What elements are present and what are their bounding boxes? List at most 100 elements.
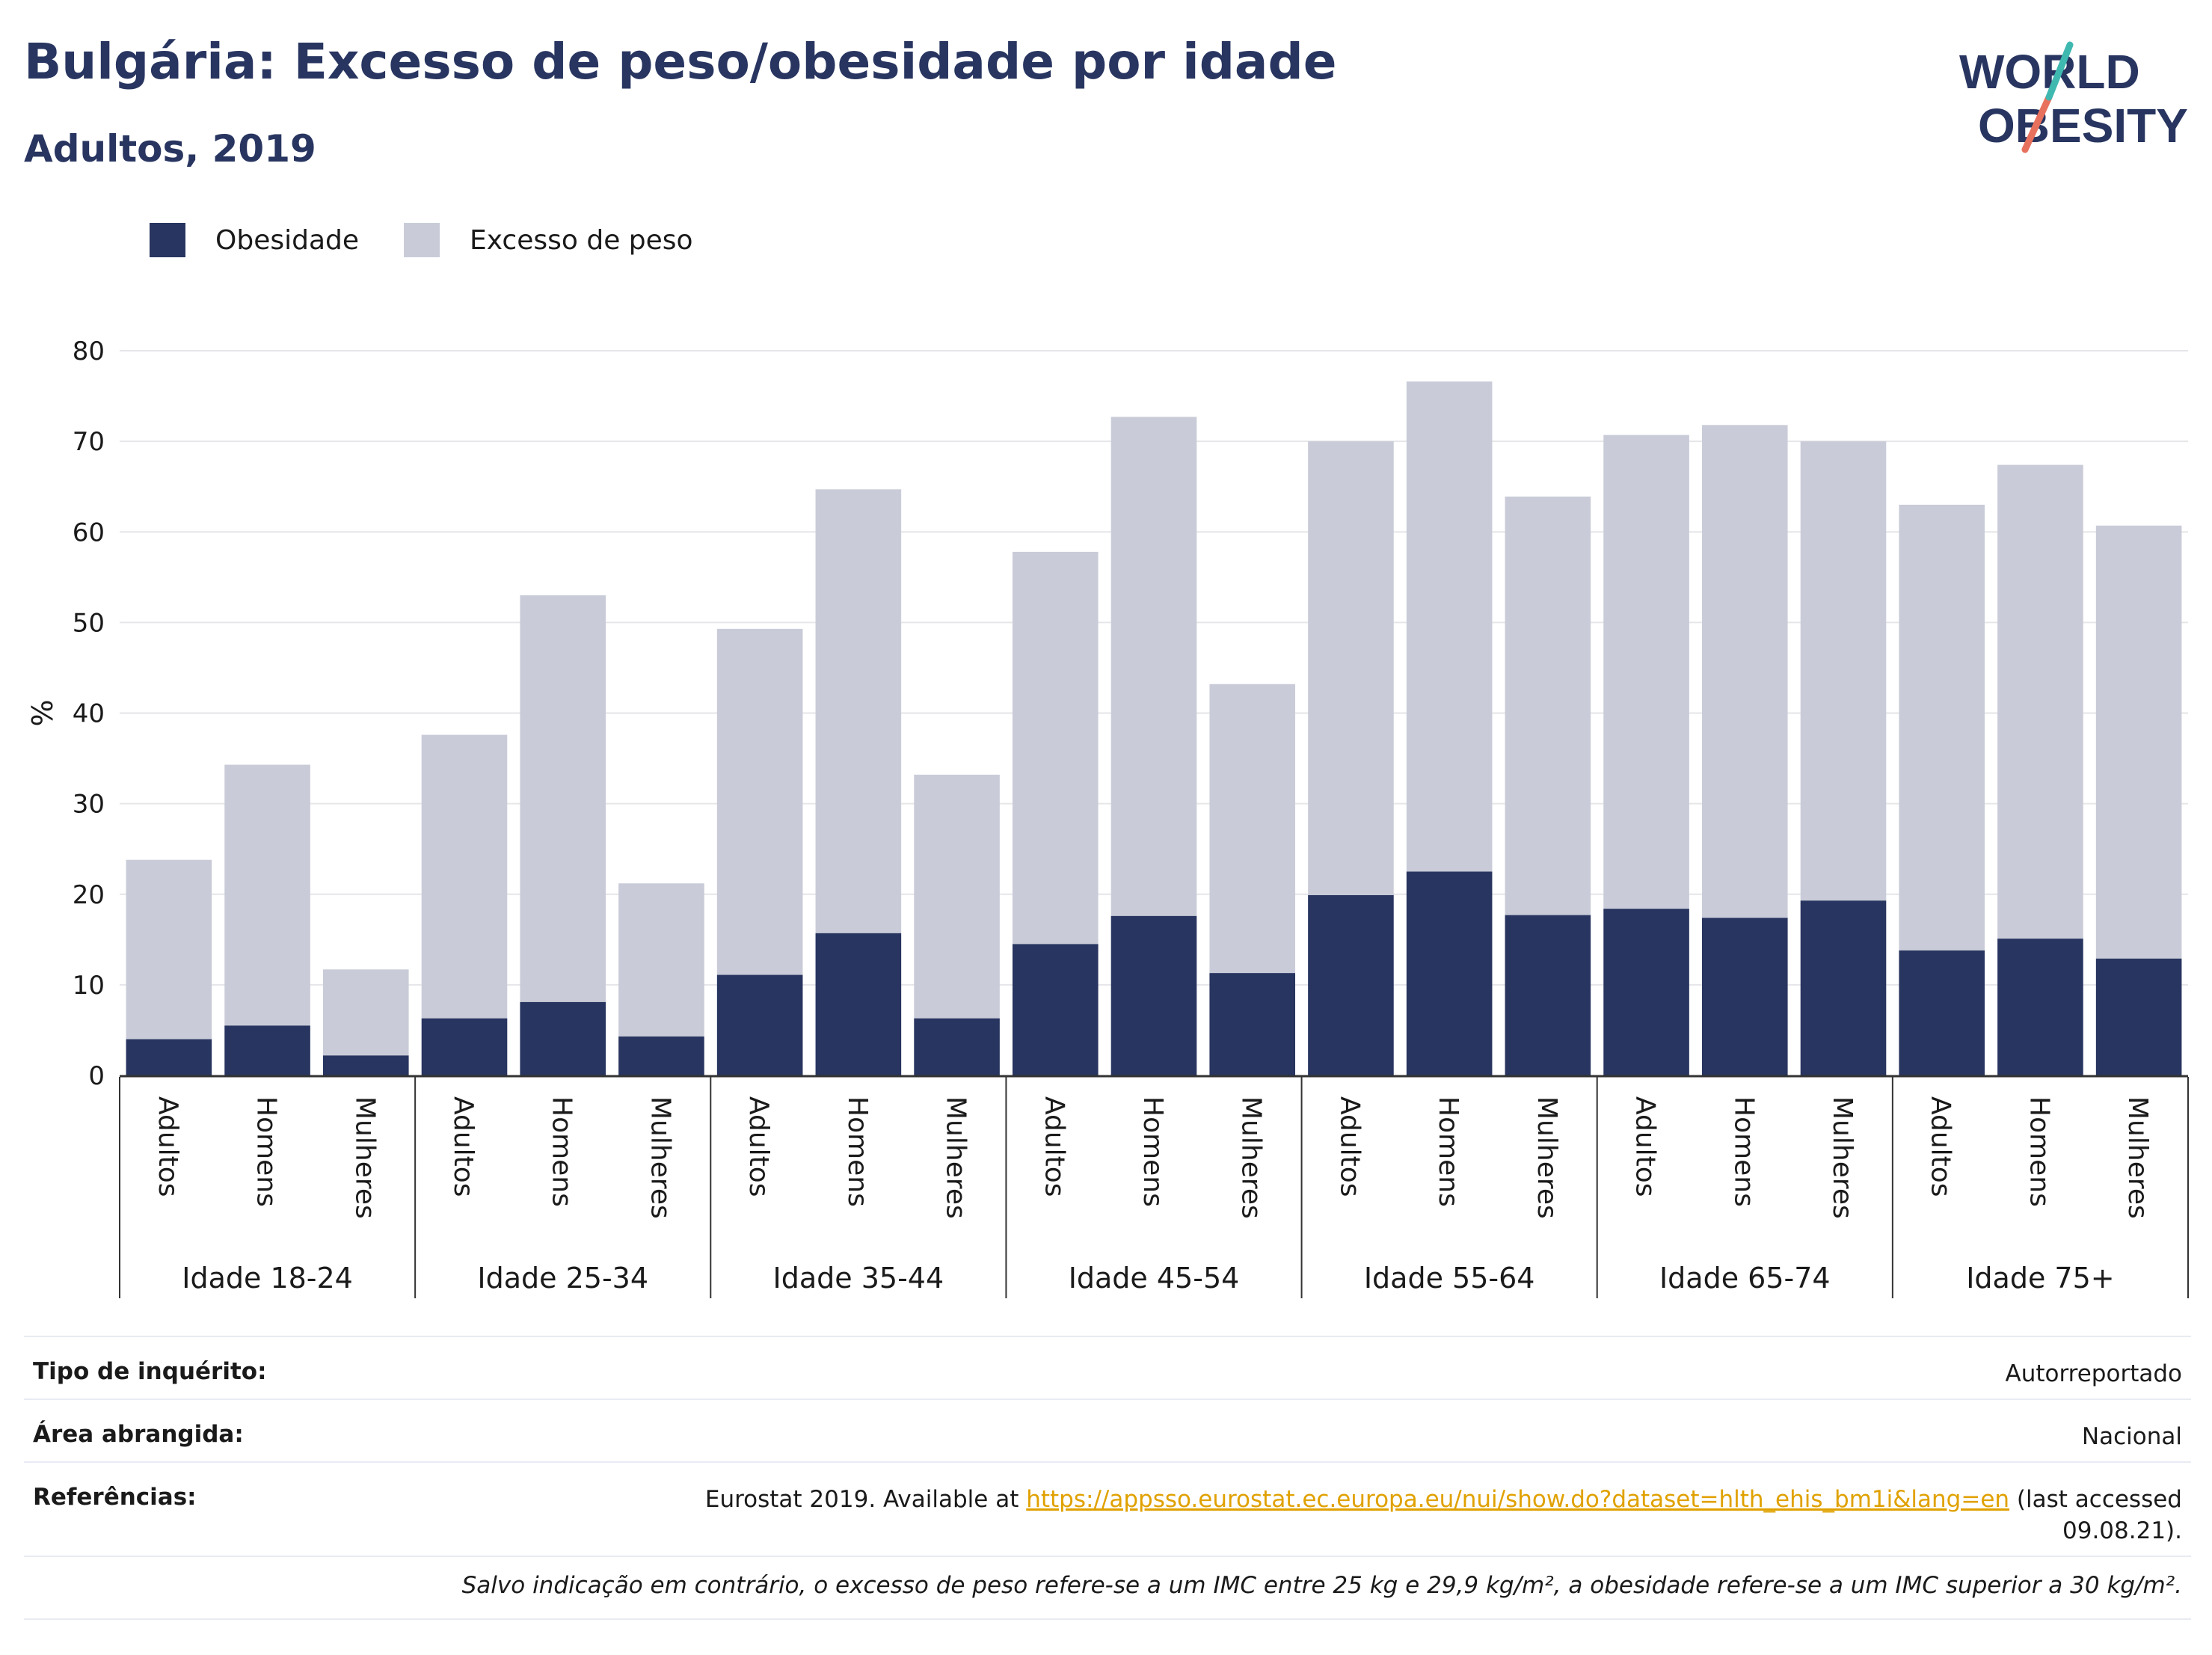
x-subcategory-label: Mulheres	[645, 1096, 675, 1219]
x-subcategory-label: Adultos	[1926, 1096, 1956, 1197]
legend-item-obesidade: Obesidade	[150, 223, 359, 257]
footnote: Salvo indicação em contrário, o excesso …	[461, 1572, 2182, 1599]
bar-obesidade	[224, 1025, 310, 1075]
x-group-label: Idade 65-74	[1659, 1262, 1831, 1295]
legend-item-excesso: Excesso de peso	[404, 223, 693, 257]
x-group-label: Idade 35-44	[773, 1262, 944, 1295]
bar-excesso-de-peso	[1997, 464, 2083, 939]
references-value: Eurostat 2019. Available at https://apps…	[705, 1463, 2182, 1556]
bar-obesidade	[1899, 950, 1985, 1075]
legend-label-obesidade: Obesidade	[215, 224, 360, 256]
y-tick-label: 80	[73, 337, 105, 366]
x-subcategory-label: Homens	[1137, 1096, 1168, 1207]
x-subcategory-label: Homens	[842, 1096, 873, 1207]
bar-excesso-de-peso	[1110, 417, 1197, 916]
chart-title: Bulgária: Excesso de peso/obesidade por …	[24, 33, 1337, 90]
bar-excesso-de-peso	[520, 595, 606, 1002]
info-row-references: Referências: Eurostat 2019. Available at…	[24, 1461, 2191, 1556]
legend-swatch-obesidade	[150, 223, 185, 257]
bar-excesso-de-peso	[815, 489, 902, 933]
legend-label-excesso: Excesso de peso	[470, 224, 693, 256]
bar-obesidade	[421, 1018, 508, 1075]
bar-chart: 0 10 20 30 40 50 60 70 80% Adultos Homens Mulheres A…	[26, 337, 2189, 1298]
area-label: Área abrangida:	[33, 1421, 244, 1448]
bar-obesidade	[716, 974, 803, 1075]
x-subcategory-label: Homens	[251, 1096, 282, 1207]
bar-excesso-de-peso	[1505, 497, 1591, 915]
y-tick-label: 50	[73, 608, 105, 638]
x-subcategory-label: Mulheres	[1236, 1096, 1267, 1219]
x-subcategory-label: Adultos	[743, 1096, 774, 1197]
bar-excesso-de-peso	[126, 859, 212, 1040]
chart-subtitle: Adultos, 2019	[24, 127, 316, 171]
x-group-label: Idade 55-64	[1364, 1262, 1535, 1295]
y-tick-label: 70	[73, 427, 105, 457]
bar-excesso-de-peso	[618, 883, 704, 1037]
legend-swatch-excesso	[404, 223, 440, 257]
bar-obesidade	[1110, 915, 1197, 1075]
survey-label: Tipo de inquérito:	[33, 1358, 267, 1385]
bar-excesso-de-peso	[421, 734, 508, 1019]
bar-obesidade	[1505, 915, 1591, 1075]
x-subcategory-label: Mulheres	[941, 1096, 971, 1219]
bar-obesidade	[322, 1055, 409, 1075]
bar-obesidade	[815, 933, 902, 1075]
x-subcategory-label: Mulheres	[2122, 1096, 2153, 1219]
y-axis-label: %	[26, 699, 59, 726]
bar-obesidade	[618, 1036, 704, 1075]
ref-prefix: Eurostat 2019. Available at	[704, 1486, 1027, 1513]
bar-obesidade	[2095, 958, 2182, 1075]
bar-excesso-de-peso	[1899, 504, 1985, 951]
bar-excesso-de-peso	[716, 628, 803, 975]
x-subcategory-label: Mulheres	[1827, 1096, 1858, 1219]
bar-excesso-de-peso	[1603, 435, 1689, 909]
bar-excesso-de-peso	[1308, 441, 1394, 895]
x-subcategory-label: Homens	[1433, 1096, 1463, 1207]
y-tick-label: 40	[73, 699, 105, 729]
bar-obesidade	[1012, 944, 1099, 1075]
x-subcategory-label: Adultos	[1334, 1096, 1365, 1197]
ref-suffix: (last accessed	[2009, 1486, 2182, 1513]
y-tick-label: 0	[88, 1061, 105, 1091]
bar-obesidade	[1406, 871, 1493, 1075]
info-row-area: Área abrangida: Nacional	[24, 1398, 2191, 1461]
bar-obesidade	[1209, 973, 1296, 1075]
x-subcategory-label: Homens	[1728, 1096, 1759, 1207]
bar-obesidade	[1997, 939, 2083, 1075]
area-value: Nacional	[2081, 1423, 2182, 1450]
survey-value: Autorreportado	[2005, 1360, 2183, 1387]
reference-link[interactable]: https://appsso.eurostat.ec.europa.eu/nui…	[1026, 1486, 2010, 1513]
bar-excesso-de-peso	[1406, 381, 1493, 872]
bar-excesso-de-peso	[1701, 425, 1788, 918]
bar-excesso-de-peso	[1800, 441, 1887, 901]
x-subcategory-label: Adultos	[153, 1096, 183, 1197]
bar-obesidade	[914, 1018, 1000, 1075]
bar-excesso-de-peso	[914, 774, 1000, 1019]
bar-obesidade	[520, 1001, 606, 1075]
x-group-label: Idade 45-54	[1069, 1262, 1240, 1295]
x-subcategory-label: Homens	[2024, 1096, 2054, 1207]
references-label: Referências:	[33, 1484, 197, 1511]
x-subcategory-label: Adultos	[448, 1096, 479, 1197]
bar-obesidade	[1603, 909, 1689, 1075]
bar-excesso-de-peso	[1209, 684, 1296, 974]
bar-excesso-de-peso	[224, 764, 310, 1026]
ref-date: 09.08.21).	[2062, 1517, 2182, 1544]
info-row-note: Salvo indicação em contrário, o excesso …	[24, 1556, 2191, 1620]
bar-obesidade	[126, 1039, 212, 1075]
y-tick-label: 20	[73, 880, 105, 910]
bar-excesso-de-peso	[2095, 525, 2182, 959]
x-subcategory-label: Mulheres	[349, 1096, 380, 1219]
info-row-survey: Tipo de inquérito: Autorreportado	[24, 1336, 2191, 1398]
bar-excesso-de-peso	[322, 969, 409, 1056]
x-group-label: Idade 75+	[1966, 1262, 2114, 1295]
y-tick-label: 30	[73, 790, 105, 820]
x-subcategory-label: Adultos	[1039, 1096, 1069, 1197]
x-subcategory-label: Homens	[547, 1096, 577, 1207]
x-group-label: Idade 25-34	[477, 1262, 648, 1295]
y-tick-label: 60	[73, 518, 105, 547]
y-tick-label: 10	[73, 971, 105, 1001]
logo-line2: OBESITY	[1978, 99, 2188, 153]
bar-obesidade	[1701, 918, 1788, 1075]
info-table: Tipo de inquérito: Autorreportado Área a…	[24, 1336, 2191, 1620]
